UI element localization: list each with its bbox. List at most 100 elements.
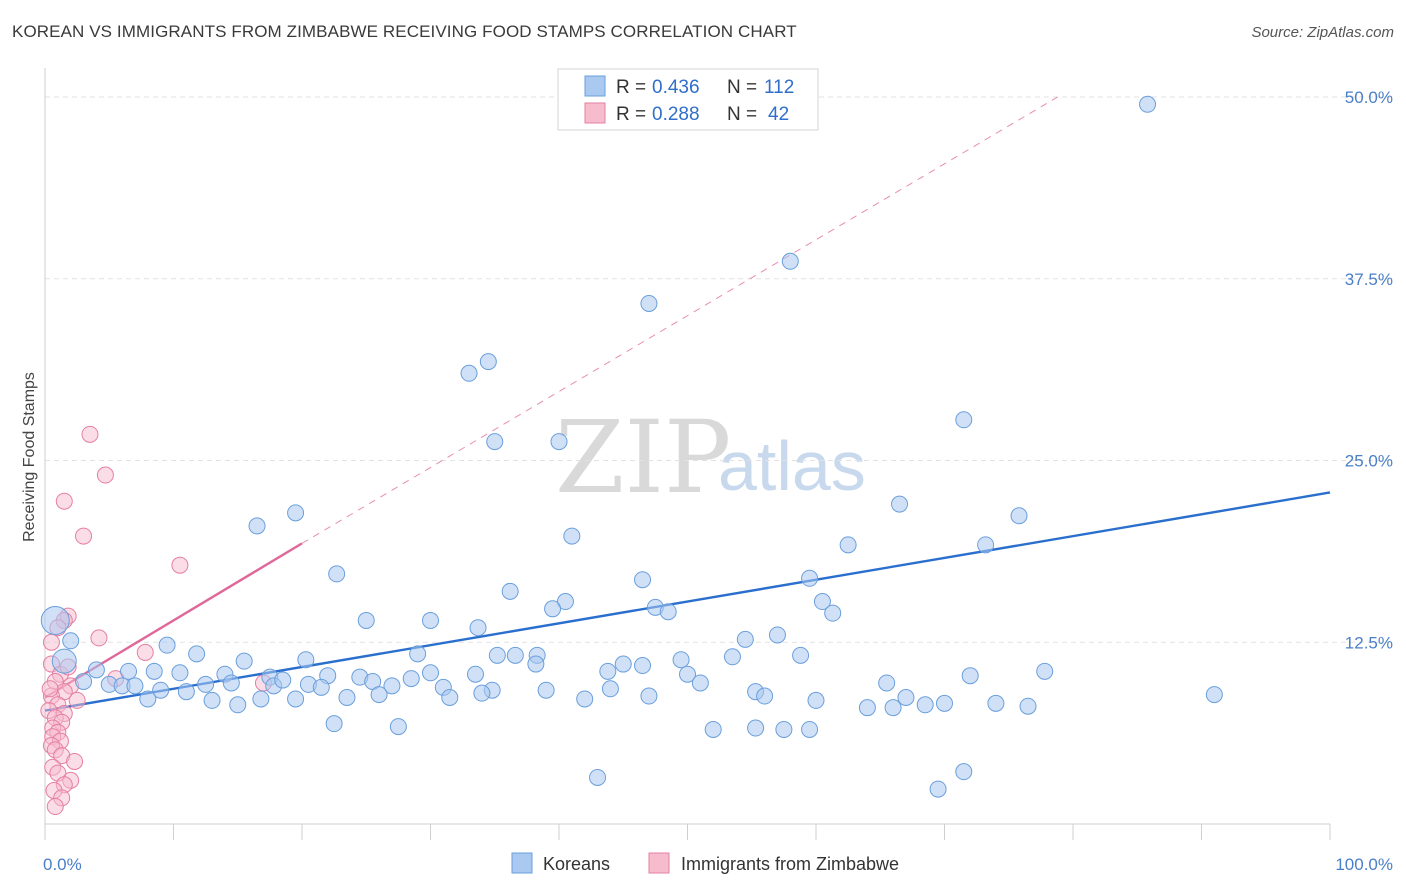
korean-point	[916, 696, 934, 714]
korean-point	[801, 720, 819, 738]
y-tick-label: 50.0%	[1345, 88, 1393, 107]
korean-point	[506, 646, 524, 664]
zimbabwe-point	[96, 466, 114, 484]
watermark-zip: ZIP	[555, 399, 731, 516]
korean-point	[589, 768, 607, 786]
korean-point	[188, 645, 206, 663]
legend-n-label: N =	[727, 104, 757, 125]
korean-point	[171, 664, 189, 682]
korean-point	[824, 604, 842, 622]
trend-line-koreans	[44, 491, 1331, 712]
legend-n-label: N =	[727, 77, 757, 98]
zimbabwe-point	[66, 752, 84, 770]
korean-point	[640, 294, 658, 312]
korean-point	[891, 495, 909, 513]
korean-point	[987, 694, 1005, 712]
korean-point	[460, 364, 478, 382]
zimbabwe-point	[55, 492, 73, 510]
watermark-atlas: atlas	[718, 427, 866, 505]
korean-point	[679, 665, 696, 683]
korean-point	[640, 687, 658, 705]
y-axis-title: Receiving Food Stamps	[21, 372, 38, 542]
korean-point	[614, 655, 632, 673]
korean-point	[576, 690, 594, 708]
korean-point	[839, 536, 857, 554]
korean-point	[473, 684, 491, 702]
korean-point	[736, 630, 754, 648]
zimbabwe-point	[81, 425, 99, 443]
bottom-legend-swatch-koreans	[511, 852, 533, 874]
korean-point	[878, 674, 896, 692]
korean-point	[422, 611, 439, 629]
korean-point	[897, 689, 915, 707]
korean-point	[801, 569, 819, 587]
x-tick-label: 100.0%	[1335, 855, 1393, 874]
trend-lines	[44, 96, 1331, 712]
korean-point	[601, 680, 619, 698]
korean-point	[599, 662, 617, 680]
korean-point	[62, 632, 80, 650]
korean-point	[527, 655, 545, 673]
korean-point	[488, 646, 506, 664]
korean-point	[203, 691, 221, 709]
korean-point	[704, 720, 722, 738]
korean-points	[40, 95, 1223, 798]
bottom-legend: Koreans Immigrants from Zimbabwe	[511, 852, 899, 874]
korean-point	[884, 699, 902, 717]
korean-point	[768, 626, 786, 644]
korean-point	[422, 664, 439, 682]
legend-n-value: 112	[764, 77, 794, 98]
korean-point	[756, 687, 774, 705]
korean-point	[409, 645, 427, 663]
korean-point	[252, 690, 270, 708]
zimbabwe-point	[136, 643, 154, 661]
korean-point	[486, 433, 504, 451]
korean-point	[152, 681, 170, 699]
grid-lines	[45, 96, 1392, 643]
bottom-legend-zimbabwe: Immigrants from Zimbabwe	[681, 854, 899, 874]
korean-point	[775, 720, 793, 738]
legend-r-label: R =	[616, 104, 646, 125]
zimbabwe-point	[171, 556, 189, 574]
legend-swatch-zimbabwe	[584, 102, 606, 124]
korean-point	[287, 690, 305, 708]
korean-point	[634, 571, 652, 589]
korean-point	[807, 691, 825, 709]
korean-point	[781, 252, 799, 270]
korean-point	[248, 517, 266, 535]
korean-point	[120, 662, 138, 680]
legend-n-value: 42	[768, 104, 789, 125]
korean-point	[370, 686, 388, 704]
korean-point	[556, 593, 574, 611]
zimbabwe-point	[75, 527, 93, 545]
korean-point	[466, 665, 484, 683]
korean-point	[197, 675, 215, 693]
korean-point	[441, 689, 459, 707]
korean-point	[297, 651, 315, 669]
korean-point	[274, 671, 292, 689]
korean-point	[328, 565, 346, 583]
korean-point	[222, 674, 240, 692]
korean-point	[40, 605, 70, 635]
korean-point	[126, 677, 144, 695]
korean-point	[659, 603, 677, 621]
legend-swatch-koreans	[584, 75, 606, 97]
korean-point	[158, 636, 176, 654]
korean-point	[634, 657, 652, 675]
korean-point	[858, 699, 876, 717]
x-tick-label: 0.0%	[43, 855, 82, 874]
korean-point	[955, 763, 973, 781]
korean-point	[235, 652, 253, 670]
legend-box[interactable]: R = 0.436 N = 112 R = 0.288 N = 42	[557, 68, 819, 131]
korean-point	[929, 780, 947, 798]
korean-point	[955, 411, 973, 429]
chart-title: KOREAN VS IMMIGRANTS FROM ZIMBABWE RECEI…	[12, 22, 797, 41]
zimbabwe-point	[68, 691, 86, 709]
korean-point	[747, 719, 765, 737]
korean-point	[1019, 697, 1037, 715]
zimbabwe-point	[41, 680, 59, 698]
korean-point	[338, 689, 356, 707]
korean-point	[563, 527, 581, 545]
korean-point	[177, 683, 195, 701]
